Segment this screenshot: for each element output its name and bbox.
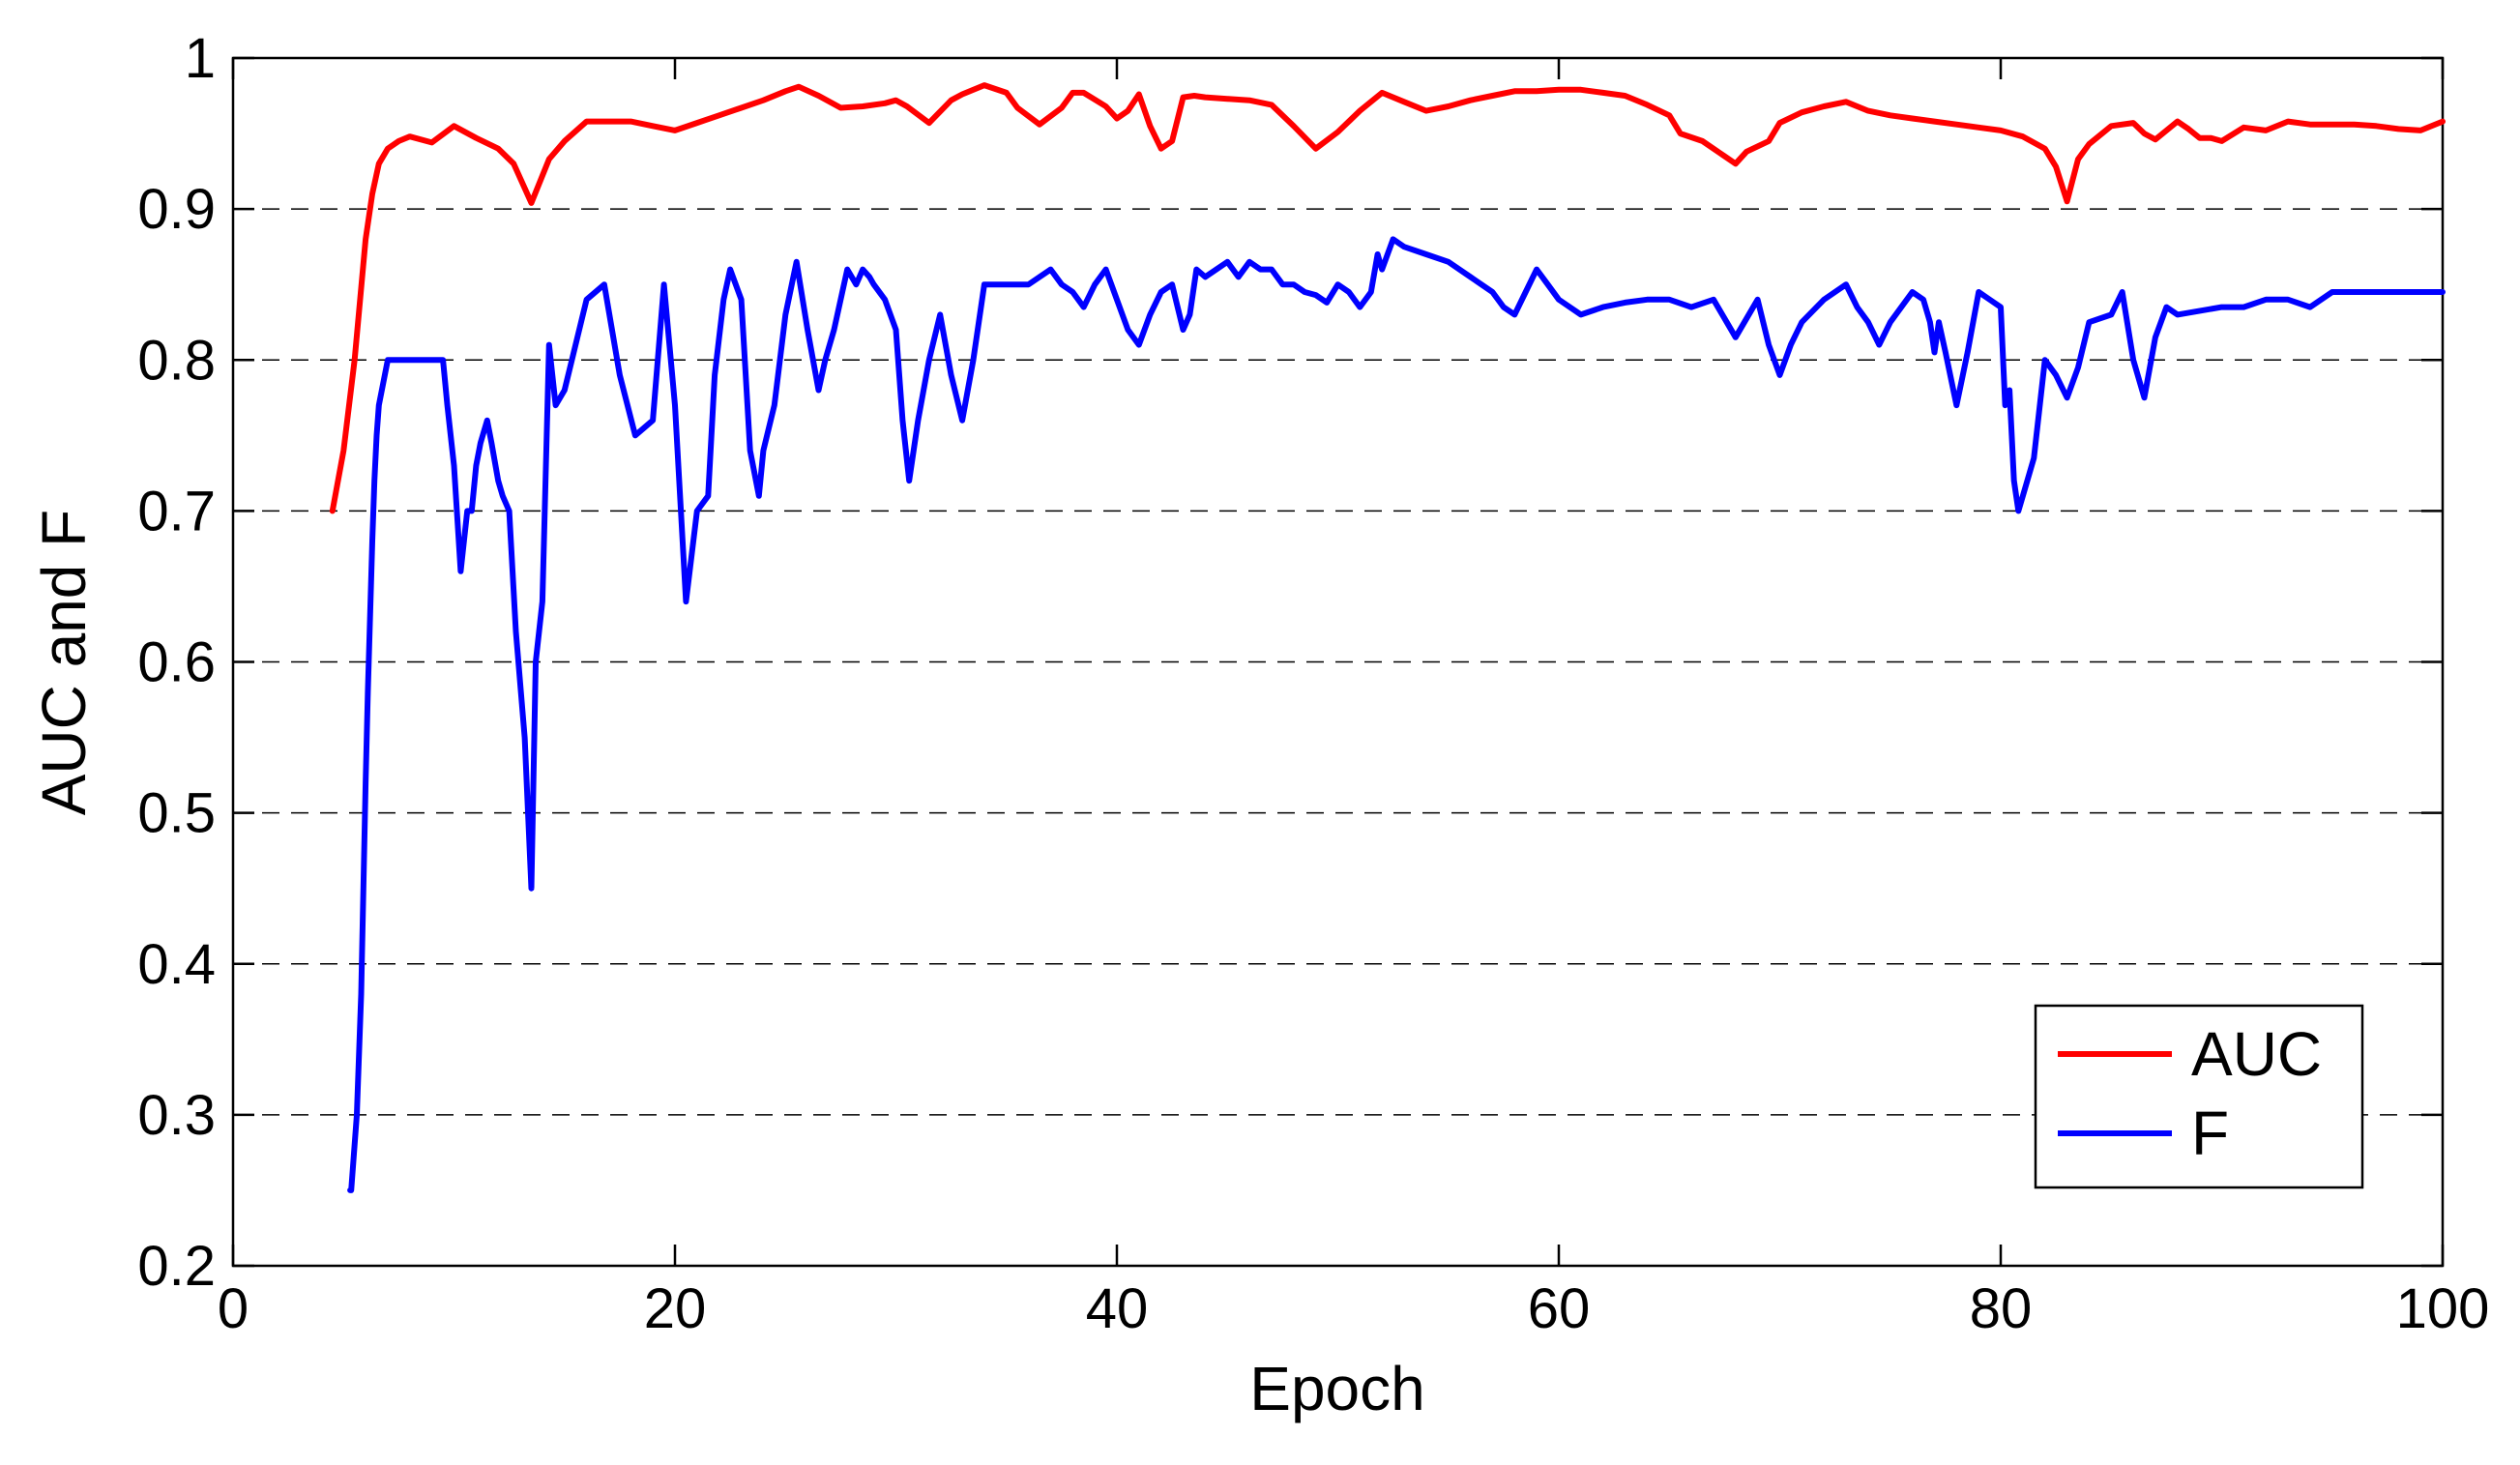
x-tick-label-1: 20 [644,1277,707,1340]
axis-ticks: 0.2 0.3 0.4 0.5 0.6 0.7 0.8 0.9 1 0 20 40 60 80 100 [137,27,2489,1340]
legend-box [2034,1004,2364,1189]
grid-lines [233,208,2443,1116]
x-tick-label-2: 40 [1086,1277,1149,1340]
y-tick-label-3: 0.5 [137,782,216,845]
y-tick-label-8: 1 [185,27,216,90]
y-tick-label-2: 0.4 [137,933,216,996]
x-tick-label-3: 60 [1528,1277,1591,1340]
y-tick-label-0: 0.2 [137,1235,216,1298]
x-tick-label-4: 80 [1970,1277,2033,1340]
x-axis-title: Epoch [1249,1354,1424,1423]
y-tick-label-6: 0.8 [137,329,216,392]
series-line-f [347,236,2446,1193]
y-axis-title: AUC and F [29,510,99,816]
x-tick-label-5: 100 [2396,1277,2490,1340]
legend-label-f: F [2191,1099,2229,1168]
series-line-auc [329,82,2446,514]
y-tick-label-5: 0.7 [137,480,216,542]
y-tick-label-7: 0.9 [137,178,216,241]
x-tick-label-0: 0 [218,1277,249,1340]
y-tick-label-1: 0.3 [137,1084,216,1147]
series-layer [329,82,2446,1193]
y-tick-label-4: 0.6 [137,631,216,694]
legend-label-auc: AUC [2191,1019,2322,1089]
legend: AUC F [2034,1004,2364,1189]
